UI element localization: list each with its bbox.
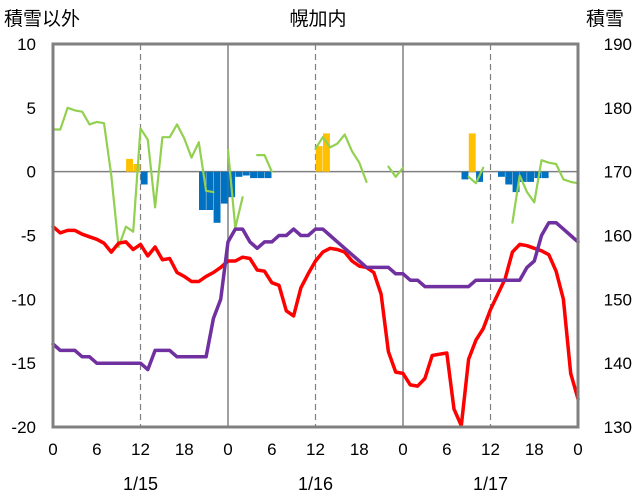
precip-bar bbox=[235, 171, 243, 177]
precip-bar bbox=[498, 171, 505, 177]
precip-bar bbox=[140, 171, 148, 185]
right-tick-label: 140 bbox=[604, 354, 632, 373]
left-tick-label: 0 bbox=[27, 163, 36, 182]
x-tick-label: 6 bbox=[92, 440, 101, 459]
plot-frame bbox=[51, 42, 580, 429]
left-tick-label: -10 bbox=[11, 290, 36, 309]
x-axis-ticks: 0 6 12 18 0 6 12 18 0 6 12 18 0 bbox=[48, 440, 582, 459]
precip-bar bbox=[264, 171, 272, 179]
precip-bar bbox=[461, 171, 469, 180]
precip-bar bbox=[250, 171, 257, 179]
precip-bar bbox=[199, 171, 206, 210]
precipitation-bars bbox=[126, 133, 549, 223]
precip-bar bbox=[257, 171, 265, 179]
temperature-line bbox=[51, 224, 573, 428]
right-tick-label: 170 bbox=[604, 163, 632, 182]
right-tick-label: 190 bbox=[604, 35, 632, 54]
left-axis-title: 積雪以外 bbox=[4, 8, 80, 30]
wind-g-line bbox=[467, 166, 485, 185]
precip-bar bbox=[468, 133, 476, 172]
x-tick-label: 18 bbox=[525, 440, 544, 459]
series-lines bbox=[51, 106, 580, 428]
left-tick-label: -20 bbox=[11, 418, 36, 437]
right-axis-ticks: 190 180 170 160 150 140 130 bbox=[604, 35, 632, 437]
wind-line bbox=[51, 106, 215, 249]
x-tick-label: 0 bbox=[398, 440, 407, 459]
date-labels: 1/15 1/16 1/17 bbox=[123, 474, 508, 494]
date-label: 1/15 bbox=[123, 474, 158, 494]
precip-bar bbox=[505, 171, 513, 185]
precip-bar bbox=[213, 171, 221, 223]
right-tick-label: 160 bbox=[604, 227, 632, 246]
precip-bar bbox=[220, 171, 228, 204]
x-tick-label: 6 bbox=[267, 440, 276, 459]
date-label: 1/17 bbox=[473, 474, 508, 494]
snow-depth-line bbox=[51, 220, 580, 372]
left-tick-label: -15 bbox=[11, 354, 36, 373]
precip-bar bbox=[534, 171, 542, 179]
chart-title: 幌加内 bbox=[289, 8, 346, 30]
left-tick-label: -5 bbox=[21, 227, 36, 246]
x-tick-label: 12 bbox=[306, 440, 325, 459]
precip-bar bbox=[512, 171, 520, 193]
left-tick-label: 5 bbox=[27, 99, 36, 118]
precip-bar bbox=[126, 158, 133, 172]
x-tick-label: 0 bbox=[223, 440, 232, 459]
wind-d-line bbox=[256, 154, 273, 173]
grid bbox=[53, 44, 578, 427]
x-tick-label: 12 bbox=[131, 440, 150, 459]
left-axis-ticks: 10 5 0 -5 -10 -15 -20 bbox=[11, 35, 36, 437]
wind-e-line bbox=[314, 133, 368, 183]
right-tick-label: 150 bbox=[604, 290, 632, 309]
wind-f-line bbox=[387, 165, 405, 178]
precip-bar bbox=[541, 171, 549, 179]
precip-bar bbox=[242, 171, 250, 176]
right-tick-label: 130 bbox=[604, 418, 632, 437]
x-tick-label: 0 bbox=[573, 440, 582, 459]
wind-c-line bbox=[234, 196, 244, 229]
right-axis-title: 積雪 bbox=[586, 8, 624, 30]
precip-bar bbox=[519, 171, 527, 182]
x-tick-label: 0 bbox=[48, 440, 57, 459]
precip-bar bbox=[315, 146, 323, 172]
left-tick-label: 10 bbox=[17, 35, 36, 54]
precip-bar bbox=[527, 171, 534, 182]
wind-h-line bbox=[511, 159, 580, 224]
date-label: 1/16 bbox=[298, 474, 333, 494]
x-tick-label: 12 bbox=[481, 440, 500, 459]
right-tick-label: 180 bbox=[604, 99, 632, 118]
wind-b-line bbox=[226, 148, 237, 229]
x-tick-label: 18 bbox=[175, 440, 194, 459]
x-tick-label: 18 bbox=[350, 440, 369, 459]
x-tick-label: 6 bbox=[442, 440, 451, 459]
precip-bar bbox=[323, 133, 330, 172]
